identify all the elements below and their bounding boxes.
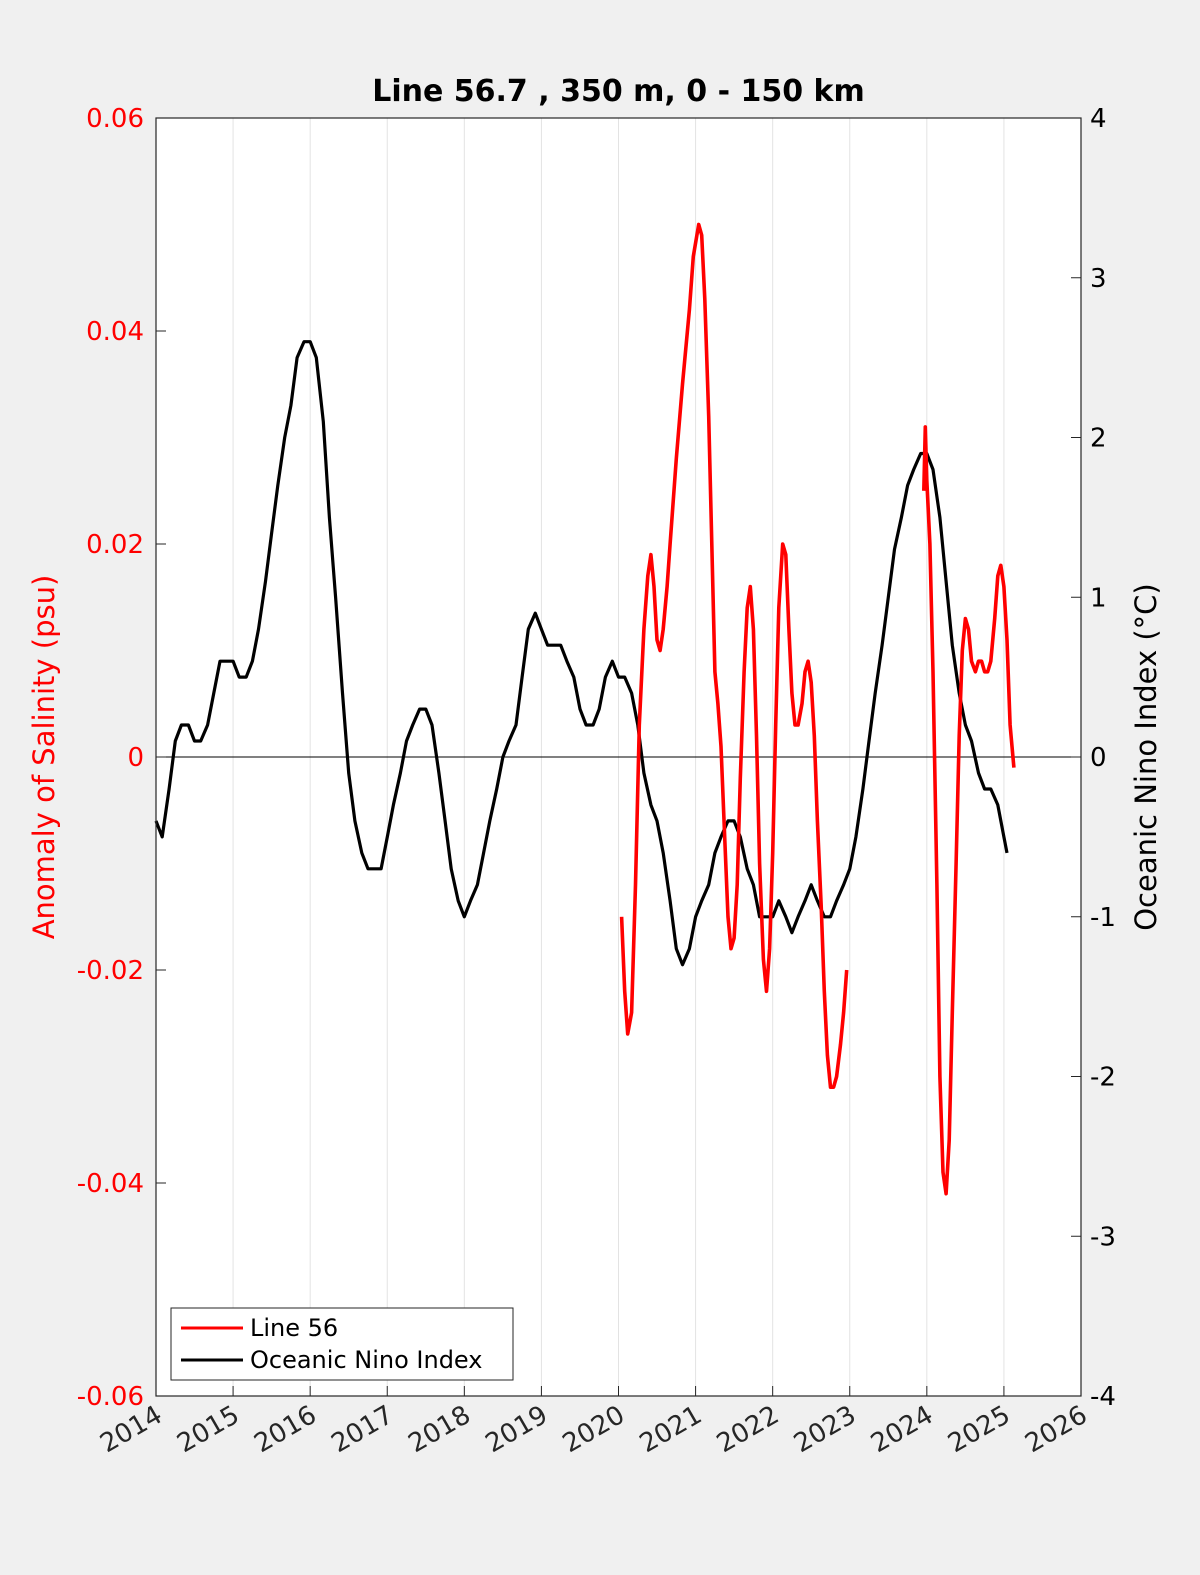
y-right-tick-label-0: 0 <box>1090 743 1107 773</box>
y-right-tick-label-2: 2 <box>1090 424 1107 454</box>
y-left-tick-label--0.06: -0.06 <box>77 1382 144 1412</box>
left-axis-label: Anomaly of Salinity (psu) <box>27 575 61 940</box>
legend-label-line-56: Line 56 <box>250 1314 338 1342</box>
legend: Line 56 Oceanic Nino Index <box>170 1307 514 1381</box>
y-right-tick-label-1: 1 <box>1090 583 1107 613</box>
y-right-tick-label-3: 3 <box>1090 264 1107 294</box>
y-left-tick-label-0.04: 0.04 <box>86 317 144 347</box>
legend-box <box>170 1307 514 1381</box>
y-right-tick-label--1: -1 <box>1090 903 1116 933</box>
legend-label-oni: Oceanic Nino Index <box>250 1346 482 1374</box>
chart-title: Line 56.7 , 350 m, 0 - 150 km <box>372 74 865 109</box>
ticks <box>155 117 1082 1397</box>
y-right-tick-label--2: -2 <box>1090 1063 1116 1093</box>
y-left-tick-label-0: 0 <box>127 743 144 773</box>
series-line-line-56-segment-2 <box>922 425 1016 1196</box>
y-right-tick-label-4: 4 <box>1090 104 1107 134</box>
series-line-oceanic-nino-index <box>154 340 1009 967</box>
y-left-tick-label-0.06: 0.06 <box>86 104 144 134</box>
y-right-tick-label--4: -4 <box>1090 1382 1116 1412</box>
series-layer <box>154 222 1016 1196</box>
y-left-tick-label-0.02: 0.02 <box>86 530 144 560</box>
right-axis-label: Oceanic Nino Index (°C) <box>1129 583 1163 931</box>
y-left-tick-label--0.02: -0.02 <box>77 956 144 986</box>
series-line-line-56-segment-1 <box>619 222 849 1089</box>
y-right-tick-label--3: -3 <box>1090 1222 1116 1252</box>
y-left-tick-label--0.04: -0.04 <box>77 1169 144 1199</box>
